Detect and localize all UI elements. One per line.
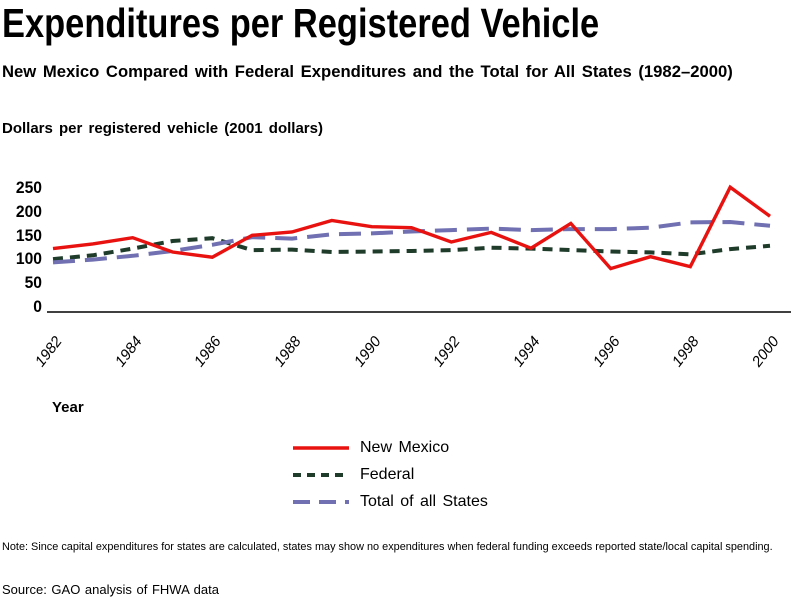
x-tick-1996: 1996	[589, 333, 624, 371]
x-axis-label: Year	[52, 399, 84, 416]
line-chart	[0, 170, 800, 320]
page-title: Expenditures per Registered Vehicle	[2, 0, 600, 46]
legend-label-new-mexico: New Mexico	[360, 438, 450, 456]
y-tick-0: 0	[33, 297, 42, 316]
legend: New Mexico Federal Total of all States	[292, 434, 488, 515]
y-tick-250: 250	[15, 178, 42, 197]
y-axis-ticks: 0 50 100 150 200 250	[0, 0, 46, 330]
series-line-total-of-all-states	[52, 219, 771, 265]
series-line-new-mexico	[52, 184, 772, 271]
x-tick-1984: 1984	[111, 333, 146, 371]
series-line-federal	[52, 236, 771, 262]
x-tick-1998: 1998	[669, 333, 704, 371]
x-axis-ticks: 1982 1984 1986 1988 1990 1992 1994 1996 1998 2000	[31, 333, 783, 371]
x-tick-1990: 1990	[350, 333, 385, 371]
y-tick-200: 200	[15, 201, 42, 221]
legend-item-new-mexico: New Mexico	[292, 434, 488, 461]
x-tick-1982: 1982	[31, 333, 66, 371]
y-tick-150: 150	[15, 225, 42, 245]
x-tick-1992: 1992	[430, 333, 465, 371]
legend-key-new-mexico	[293, 445, 349, 450]
legend-item-total-of-all-states: Total of all States	[292, 488, 488, 515]
legend-label-total-of-all-states: Total of all States	[360, 492, 488, 510]
y-tick-50: 50	[24, 273, 42, 293]
x-tick-1994: 1994	[509, 333, 544, 371]
y-axis-unit-label: Dollars per registered vehicle (2001 dol…	[2, 120, 323, 137]
y-tick-100: 100	[15, 249, 42, 269]
x-tick-1988: 1988	[270, 333, 305, 371]
legend-key-total-of-all-states	[293, 499, 349, 504]
chart-subtitle: New Mexico Compared with Federal Expendi…	[2, 62, 733, 81]
legend-label-federal: Federal	[360, 465, 415, 483]
chart-canvas	[47, 184, 791, 313]
legend-key-federal	[293, 472, 349, 477]
note-text: Note: Since capital expenditures for sta…	[2, 541, 773, 553]
x-tick-2000: 2000	[748, 333, 783, 371]
x-tick-1986: 1986	[191, 333, 226, 371]
legend-item-federal: Federal	[292, 461, 488, 488]
source-text: Source: GAO analysis of FHWA data	[2, 582, 219, 597]
